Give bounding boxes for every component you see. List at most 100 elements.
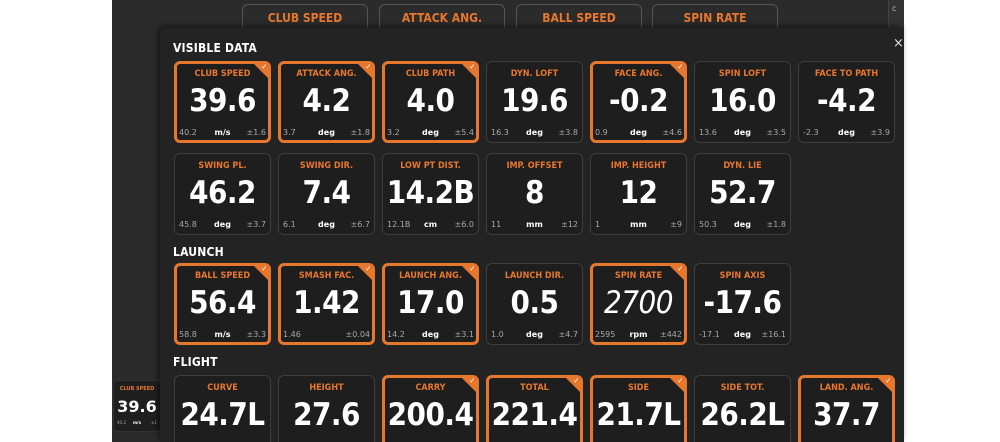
tile-label: CURVE: [207, 383, 238, 393]
tile-smash-fac[interactable]: SMASH FAC. 1.42 1.46 ±0.04: [278, 263, 375, 345]
checkmark-icon: [253, 64, 268, 79]
tile-unit: cm: [423, 220, 438, 229]
tile-dyn-loft[interactable]: DYN. LOFT 19.6 16.3 deg ±3.8: [486, 61, 583, 143]
tile-tolerance: ±4.7: [558, 330, 578, 339]
tile-dyn-lie[interactable]: DYN. LIE 52.7 50.3 deg ±1.8: [694, 153, 791, 235]
tile-value: 19.6: [501, 83, 568, 119]
tile-ball-speed[interactable]: BALL SPEED 56.4 58.8 m/s ±3.3: [174, 263, 271, 345]
tile-unit: deg: [318, 220, 335, 229]
checkmark-icon: [357, 64, 372, 79]
tile-label: HEIGHT: [309, 383, 344, 393]
tile-total[interactable]: TOTAL 221.4: [486, 375, 583, 442]
tile-face-to-path[interactable]: FACE TO PATH -4.2 -2.3 deg ±3.9: [798, 61, 895, 143]
tile-low-value: 14.2: [387, 330, 405, 339]
tile-label: LAUNCH DIR.: [504, 271, 565, 281]
tile-swing-pl[interactable]: SWING PL. 46.2 45.8 deg ±3.7: [174, 153, 271, 235]
tile-low-value: 50.3: [699, 220, 717, 229]
checkmark-icon: [357, 266, 372, 281]
tile-low-pt-dist[interactable]: LOW PT DIST. 14.2B 12.1B cm ±6.0: [382, 153, 479, 235]
tile-low-value: 2595: [595, 330, 616, 339]
tile-tolerance: ±1.8: [350, 128, 370, 137]
tile-unit: m/s: [214, 330, 231, 339]
tile-low-value: 6.1: [283, 220, 296, 229]
close-icon[interactable]: ×: [893, 36, 904, 51]
tile-tolerance: ±6.0: [454, 220, 474, 229]
tile-label: ATTACK ANG.: [296, 69, 357, 79]
tile-label: BALL SPEED: [194, 271, 251, 281]
checkmark-icon: [461, 266, 476, 281]
tile-launch-dir[interactable]: LAUNCH DIR. 0.5 1.0 deg ±4.7: [486, 263, 583, 345]
tile-side[interactable]: SIDE 21.7L: [590, 375, 687, 442]
tile-spin-loft[interactable]: SPIN LOFT 16.0 13.6 deg ±3.5: [694, 61, 791, 143]
checkmark-icon: [669, 378, 684, 393]
tile-low-value: 16.3: [491, 128, 509, 137]
tile-label: FACE TO PATH: [814, 69, 879, 79]
tile-low-value: 58.8: [179, 330, 197, 339]
mini-tile-unit: m/s: [132, 420, 141, 425]
tile-low-value: 13.6: [699, 128, 717, 137]
tile-label: LOW PT DIST.: [400, 161, 461, 171]
tile-label: FACE ANG.: [614, 69, 663, 79]
tile-label: DYN. LOFT: [510, 69, 559, 79]
tile-unit: deg: [526, 330, 543, 339]
tile-label: CARRY: [415, 383, 446, 393]
tile-value: 17.0: [397, 285, 464, 321]
tile-value: 27.6: [293, 397, 360, 433]
checkmark-icon: [669, 64, 684, 79]
tile-value: 8: [525, 175, 544, 211]
tile-low-value: 3.2: [387, 128, 400, 137]
tile-value: -17.6: [703, 285, 782, 321]
tile-tolerance: ±3.8: [558, 128, 578, 137]
tile-low-value: 1.46: [283, 330, 301, 339]
tile-value: 16.0: [709, 83, 776, 119]
tile-imp-height[interactable]: IMP. HEIGHT 12 1 mm ±9: [590, 153, 687, 235]
tile-value: 4.2: [302, 83, 351, 119]
tile-tolerance: ±3.7: [246, 220, 266, 229]
tile-swing-dir[interactable]: SWING DIR. 7.4 6.1 deg ±6.7: [278, 153, 375, 235]
tile-unit: deg: [422, 128, 439, 137]
tile-label: SWING DIR.: [299, 161, 354, 171]
tile-imp-offset[interactable]: IMP. OFFSET 8 11 mm ±12: [486, 153, 583, 235]
tile-attack-ang[interactable]: ATTACK ANG. 4.2 3.7 deg ±1.8: [278, 61, 375, 143]
tile-tolerance: ±9: [670, 220, 682, 229]
section-title-flight: FLIGHT: [173, 355, 218, 369]
tile-tolerance: ±0.04: [345, 330, 370, 339]
tile-label: SPIN LOFT: [718, 69, 767, 79]
tab-ball-speed[interactable]: BALL SPEED: [516, 4, 642, 32]
tile-club-path[interactable]: CLUB PATH 4.0 3.2 deg ±5.4: [382, 61, 479, 143]
tile-low-value: -2.3: [803, 128, 819, 137]
tile-label: SIDE TOT.: [720, 383, 765, 393]
tile-value: 56.4: [189, 285, 256, 321]
tab-club-speed[interactable]: CLUB SPEED: [242, 4, 368, 32]
tile-carry[interactable]: CARRY 200.4: [382, 375, 479, 442]
tile-curve[interactable]: CURVE 24.7L: [174, 375, 271, 442]
tile-side-tot[interactable]: SIDE TOT. 26.2L: [694, 375, 791, 442]
side-scroll-strip[interactable]: c: [888, 0, 904, 30]
tile-land-ang[interactable]: LAND. ANG. 37.7: [798, 375, 895, 442]
tile-value: 24.7L: [180, 397, 265, 433]
tile-value: 200.4: [387, 397, 474, 433]
checkmark-icon: [253, 266, 268, 281]
tile-value: 46.2: [189, 175, 256, 211]
tile-value: 14.2B: [386, 175, 475, 211]
tile-low-value: 45.8: [179, 220, 197, 229]
mini-tile-low: 40.2: [117, 420, 126, 425]
tile-unit: deg: [526, 128, 543, 137]
tile-height[interactable]: HEIGHT 27.6: [278, 375, 375, 442]
tile-low-value: 40.2: [179, 128, 197, 137]
tile-spin-axis[interactable]: SPIN AXIS -17.6 -17.1 deg ±16.1: [694, 263, 791, 345]
mini-club-speed-tile[interactable]: CLUB SPEED 39.6 40.2 m/s ±1: [113, 380, 161, 432]
tile-launch-ang[interactable]: LAUNCH ANG. 17.0 14.2 deg ±3.1: [382, 263, 479, 345]
tile-unit: m/s: [214, 128, 231, 137]
tile-club-speed[interactable]: CLUB SPEED 39.6 40.2 m/s ±1.6: [174, 61, 271, 143]
tile-tolerance: ±1.6: [246, 128, 266, 137]
tile-value: 2700: [604, 285, 673, 321]
tile-tolerance: ±442: [660, 330, 682, 339]
tile-low-value: -17.1: [699, 330, 720, 339]
tile-face-ang[interactable]: FACE ANG. -0.2 0.9 deg ±4.6: [590, 61, 687, 143]
tab-spin-rate[interactable]: SPIN RATE: [652, 4, 778, 32]
tile-label: SWING PL.: [198, 161, 247, 171]
tile-spin-rate[interactable]: SPIN RATE 2700 2595 rpm ±442: [590, 263, 687, 345]
tile-value: 12: [619, 175, 658, 211]
tile-value: 221.4: [491, 397, 578, 433]
